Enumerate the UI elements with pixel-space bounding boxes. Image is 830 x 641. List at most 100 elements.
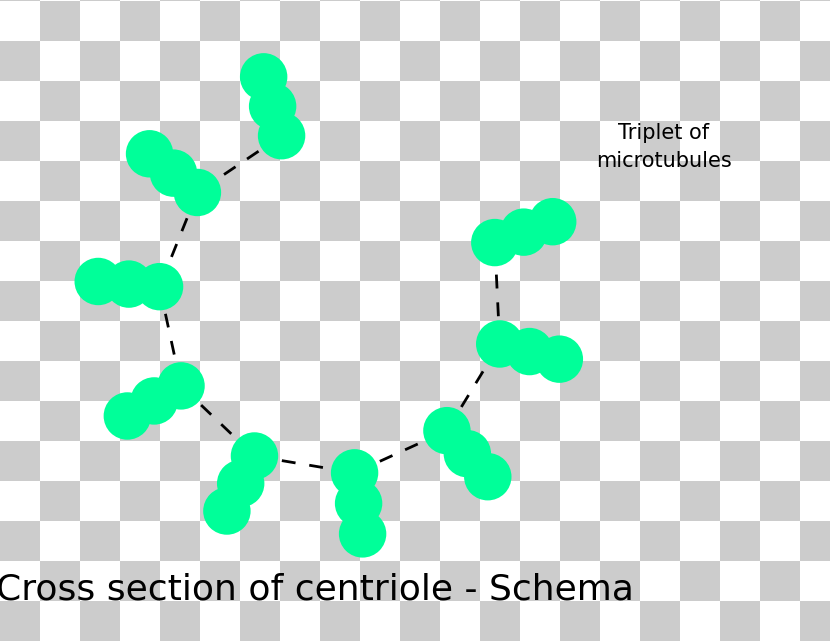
Bar (520, 481, 560, 521)
Bar (440, 1, 480, 41)
Bar (360, 361, 400, 401)
Circle shape (126, 130, 173, 178)
Bar (760, 1, 800, 41)
Bar (520, 441, 560, 481)
Bar (400, 561, 440, 601)
Bar (320, 161, 360, 201)
Bar (720, 441, 760, 481)
Bar (640, 481, 680, 521)
Bar (520, 521, 560, 561)
Bar (640, 321, 680, 361)
Circle shape (331, 449, 378, 497)
Bar (440, 81, 480, 121)
Bar (640, 401, 680, 441)
Bar (800, 0, 830, 1)
Bar (560, 481, 600, 521)
Bar (560, 281, 600, 321)
Bar (440, 441, 480, 481)
Bar (640, 601, 680, 641)
Bar (680, 201, 720, 241)
Bar (120, 401, 160, 441)
Bar (400, 161, 440, 201)
Bar (200, 361, 240, 401)
Circle shape (217, 460, 265, 507)
Bar (440, 321, 480, 361)
Bar (360, 601, 400, 641)
Bar (200, 321, 240, 361)
Circle shape (258, 112, 305, 160)
Bar (320, 81, 360, 121)
Bar (680, 601, 720, 641)
Bar (320, 1, 360, 41)
Bar (0, 561, 40, 601)
Bar (360, 481, 400, 521)
Bar (80, 601, 120, 641)
Bar (0, 81, 40, 121)
Bar (40, 161, 80, 201)
Circle shape (231, 432, 278, 479)
Bar (440, 361, 480, 401)
Bar (680, 481, 720, 521)
Bar (520, 0, 560, 1)
Bar (800, 81, 830, 121)
Bar (400, 521, 440, 561)
Bar (320, 561, 360, 601)
Bar (760, 321, 800, 361)
Bar (120, 41, 160, 81)
Bar (200, 81, 240, 121)
Bar (800, 561, 830, 601)
Bar (720, 161, 760, 201)
Bar (720, 201, 760, 241)
Bar (280, 1, 320, 41)
Bar (80, 1, 120, 41)
Bar (520, 321, 560, 361)
Bar (280, 81, 320, 121)
Bar (200, 161, 240, 201)
Bar (240, 201, 280, 241)
Bar (560, 561, 600, 601)
Bar (40, 201, 80, 241)
Bar (160, 521, 200, 561)
Circle shape (75, 258, 122, 305)
Bar (400, 481, 440, 521)
Bar (600, 481, 640, 521)
Bar (720, 481, 760, 521)
Bar (440, 561, 480, 601)
Bar (240, 521, 280, 561)
Bar (0, 361, 40, 401)
Bar (680, 1, 720, 41)
Bar (0, 601, 40, 641)
Bar (640, 1, 680, 41)
Bar (800, 121, 830, 161)
Circle shape (443, 430, 491, 478)
Bar (120, 241, 160, 281)
Circle shape (505, 328, 554, 375)
Bar (560, 361, 600, 401)
Bar (40, 121, 80, 161)
Bar (40, 321, 80, 361)
Bar (80, 81, 120, 121)
Circle shape (339, 510, 386, 558)
Bar (520, 401, 560, 441)
Bar (240, 81, 280, 121)
Bar (360, 561, 400, 601)
Bar (640, 41, 680, 81)
Circle shape (464, 453, 511, 501)
Bar (720, 1, 760, 41)
Bar (640, 0, 680, 1)
Bar (320, 201, 360, 241)
Bar (440, 121, 480, 161)
Bar (680, 401, 720, 441)
Bar (400, 401, 440, 441)
Bar (160, 0, 200, 1)
Bar (640, 201, 680, 241)
Bar (760, 241, 800, 281)
Bar (0, 321, 40, 361)
Bar (320, 41, 360, 81)
Bar (280, 281, 320, 321)
Bar (640, 241, 680, 281)
Bar (160, 81, 200, 121)
Bar (80, 521, 120, 561)
Bar (240, 281, 280, 321)
Bar (280, 241, 320, 281)
